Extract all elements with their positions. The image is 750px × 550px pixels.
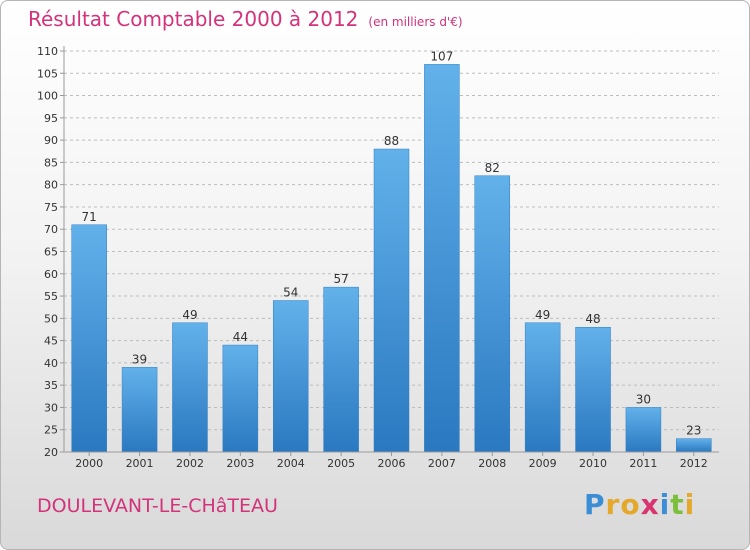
y-tick-label: 45 [44,335,58,348]
data-label: 44 [233,330,248,344]
y-tick-label: 55 [44,290,58,303]
x-tick-label: 2012 [680,457,708,470]
bar [524,322,561,453]
logo-letter: P [584,488,606,521]
data-label: 107 [430,49,453,63]
data-label: 88 [384,134,399,148]
data-label: 49 [535,308,550,322]
town-name: DOULEVANT-LE-CHâTEAU [37,495,278,517]
x-tick-label: 2009 [529,457,557,470]
bar [373,148,410,453]
bar [676,438,712,453]
bar [474,175,511,453]
bar [272,300,309,453]
logo-letter: o [620,488,641,521]
y-tick-label: 20 [44,446,58,459]
data-label: 48 [585,312,600,326]
logo-letter: i [659,488,671,521]
bar [71,224,107,453]
y-tick-label: 90 [44,134,58,147]
logo-letter: t [670,488,685,521]
y-tick-label: 75 [44,201,58,214]
y-tick-label: 40 [44,357,58,370]
y-tick-label: 70 [44,223,58,236]
data-label: 23 [686,424,701,438]
y-tick-label: 25 [44,424,58,437]
y-tick-label: 85 [44,156,58,169]
y-tick-label: 105 [37,67,58,80]
bar [172,322,208,453]
title-text: Résultat Comptable 2000 à 2012 [28,7,359,31]
bar [424,64,460,453]
x-tick-label: 2001 [126,457,154,470]
bar [121,367,158,453]
bar [625,407,662,453]
y-tick-label: 110 [37,45,58,58]
data-label: 39 [132,352,147,366]
x-tick-label: 2008 [478,457,506,470]
x-tick-label: 2010 [579,457,607,470]
bar [222,344,259,453]
x-tick-label: 2002 [176,457,204,470]
x-tick-label: 2003 [226,457,254,470]
data-label: 71 [82,210,97,224]
y-tick-label: 95 [44,112,58,125]
chart-subtitle: (en milliers d'€) [368,15,463,29]
x-tick-label: 2004 [277,457,305,470]
y-tick-label: 35 [44,379,58,392]
y-tick-label: 65 [44,246,58,259]
logo-letter: r [605,488,621,521]
y-tick-label: 30 [44,401,58,414]
bar [575,326,611,453]
data-label: 57 [333,272,348,286]
x-tick-label: 2006 [378,457,406,470]
data-label: 49 [182,308,197,322]
y-tick-label: 60 [44,268,58,281]
data-label: 30 [636,392,651,406]
y-tick-label: 50 [44,312,58,325]
data-label: 82 [485,161,500,175]
x-tick-label: 2005 [327,457,355,470]
y-tick-label: 80 [44,179,58,192]
y-tick-label: 100 [37,90,58,103]
x-tick-label: 2011 [629,457,657,470]
proxiti-logo: Proxiti [584,488,695,521]
data-label: 54 [283,286,298,300]
logo-letter: i [684,488,696,521]
bar [323,286,359,453]
x-tick-label: 2000 [75,457,103,470]
chart-title: Résultat Comptable 2000 à 2012 (en millie… [28,7,463,31]
x-tick-label: 2007 [428,457,456,470]
logo-letter: x [640,488,660,521]
